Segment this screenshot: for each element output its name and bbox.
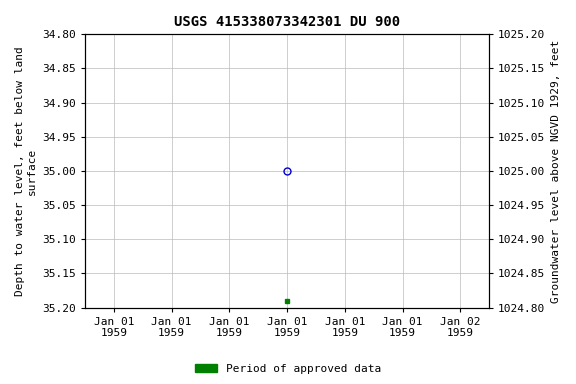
Y-axis label: Groundwater level above NGVD 1929, feet: Groundwater level above NGVD 1929, feet [551, 40, 561, 303]
Y-axis label: Depth to water level, feet below land
surface: Depth to water level, feet below land su… [15, 46, 37, 296]
Title: USGS 415338073342301 DU 900: USGS 415338073342301 DU 900 [174, 15, 400, 29]
Legend: Period of approved data: Period of approved data [191, 359, 385, 379]
